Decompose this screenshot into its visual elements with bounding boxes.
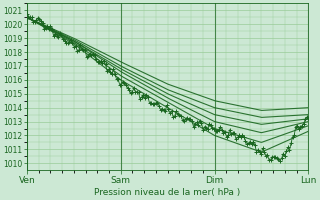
X-axis label: Pression niveau de la mer( hPa ): Pression niveau de la mer( hPa )	[94, 188, 241, 197]
